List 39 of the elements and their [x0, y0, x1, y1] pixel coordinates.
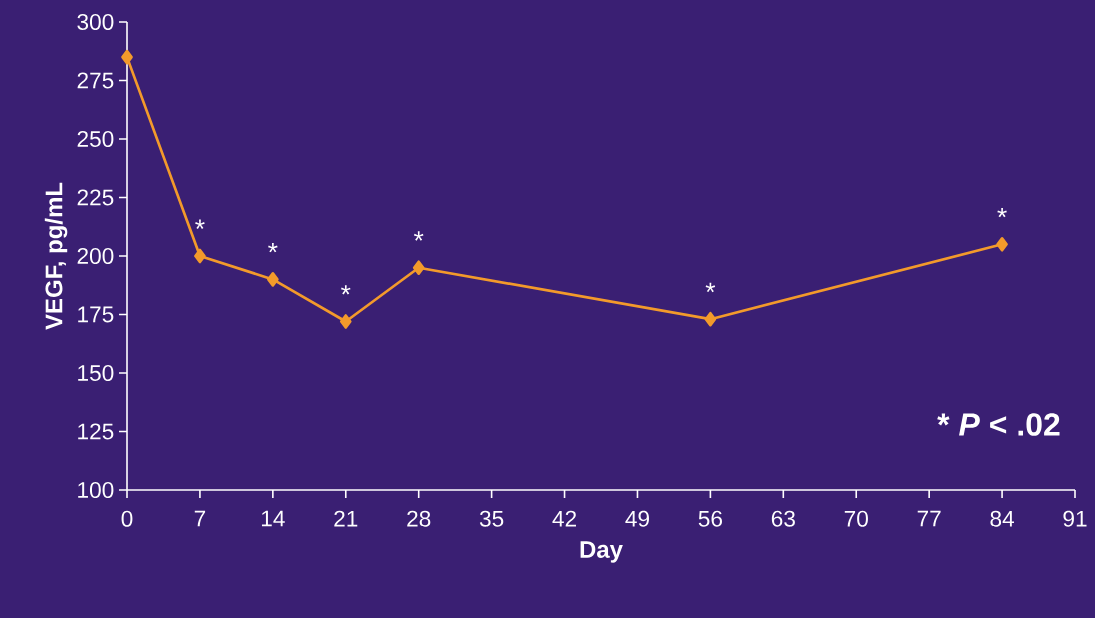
- y-tick-label: 175: [78, 306, 114, 323]
- x-tick-label: 63: [771, 510, 795, 527]
- y-tick-label: 125: [78, 423, 114, 440]
- point: [121, 49, 133, 65]
- x-axis-title: Day: [580, 541, 623, 563]
- annotation: *: [195, 219, 205, 229]
- annotation: *: [413, 231, 424, 241]
- x-tick-label: 42: [552, 510, 576, 527]
- annotation: *: [268, 243, 278, 253]
- x-tick-label: 35: [479, 510, 504, 527]
- annotation: *: [341, 285, 351, 295]
- point: [704, 311, 717, 327]
- x-tick-label: 77: [917, 510, 941, 527]
- x-tick-label: 28: [407, 510, 431, 527]
- x-tick-label: 49: [625, 510, 649, 527]
- y-tick-label: 300: [77, 13, 114, 31]
- x-tick-label: 14: [261, 510, 285, 527]
- point: [194, 248, 206, 264]
- annotation: *P < .02: [937, 413, 1060, 436]
- x-tick-label: 21: [334, 510, 358, 527]
- annotation: *: [705, 282, 716, 293]
- y-axis-title: VEGF, pg/mL: [44, 182, 68, 330]
- y-tick-label: 275: [77, 72, 114, 89]
- point: [996, 236, 1008, 252]
- annotation: *: [997, 207, 1007, 218]
- x-tick-label: 56: [698, 510, 722, 527]
- y-tick-label: 100: [78, 481, 114, 499]
- x-tick-label: 91: [1063, 510, 1087, 527]
- point: [412, 260, 425, 276]
- y-tick-label: 250: [77, 130, 114, 148]
- y-tick-label: 200: [77, 247, 114, 265]
- x-tick-label: 7: [194, 510, 206, 527]
- x-tick-label: 70: [844, 510, 868, 527]
- y-tick-label: 150: [78, 364, 114, 382]
- y-tick-label: 225: [77, 189, 114, 206]
- point: [267, 272, 279, 287]
- x-tick-label: 0: [121, 510, 133, 527]
- point: [339, 314, 352, 329]
- x-tick-label: 84: [990, 510, 1015, 527]
